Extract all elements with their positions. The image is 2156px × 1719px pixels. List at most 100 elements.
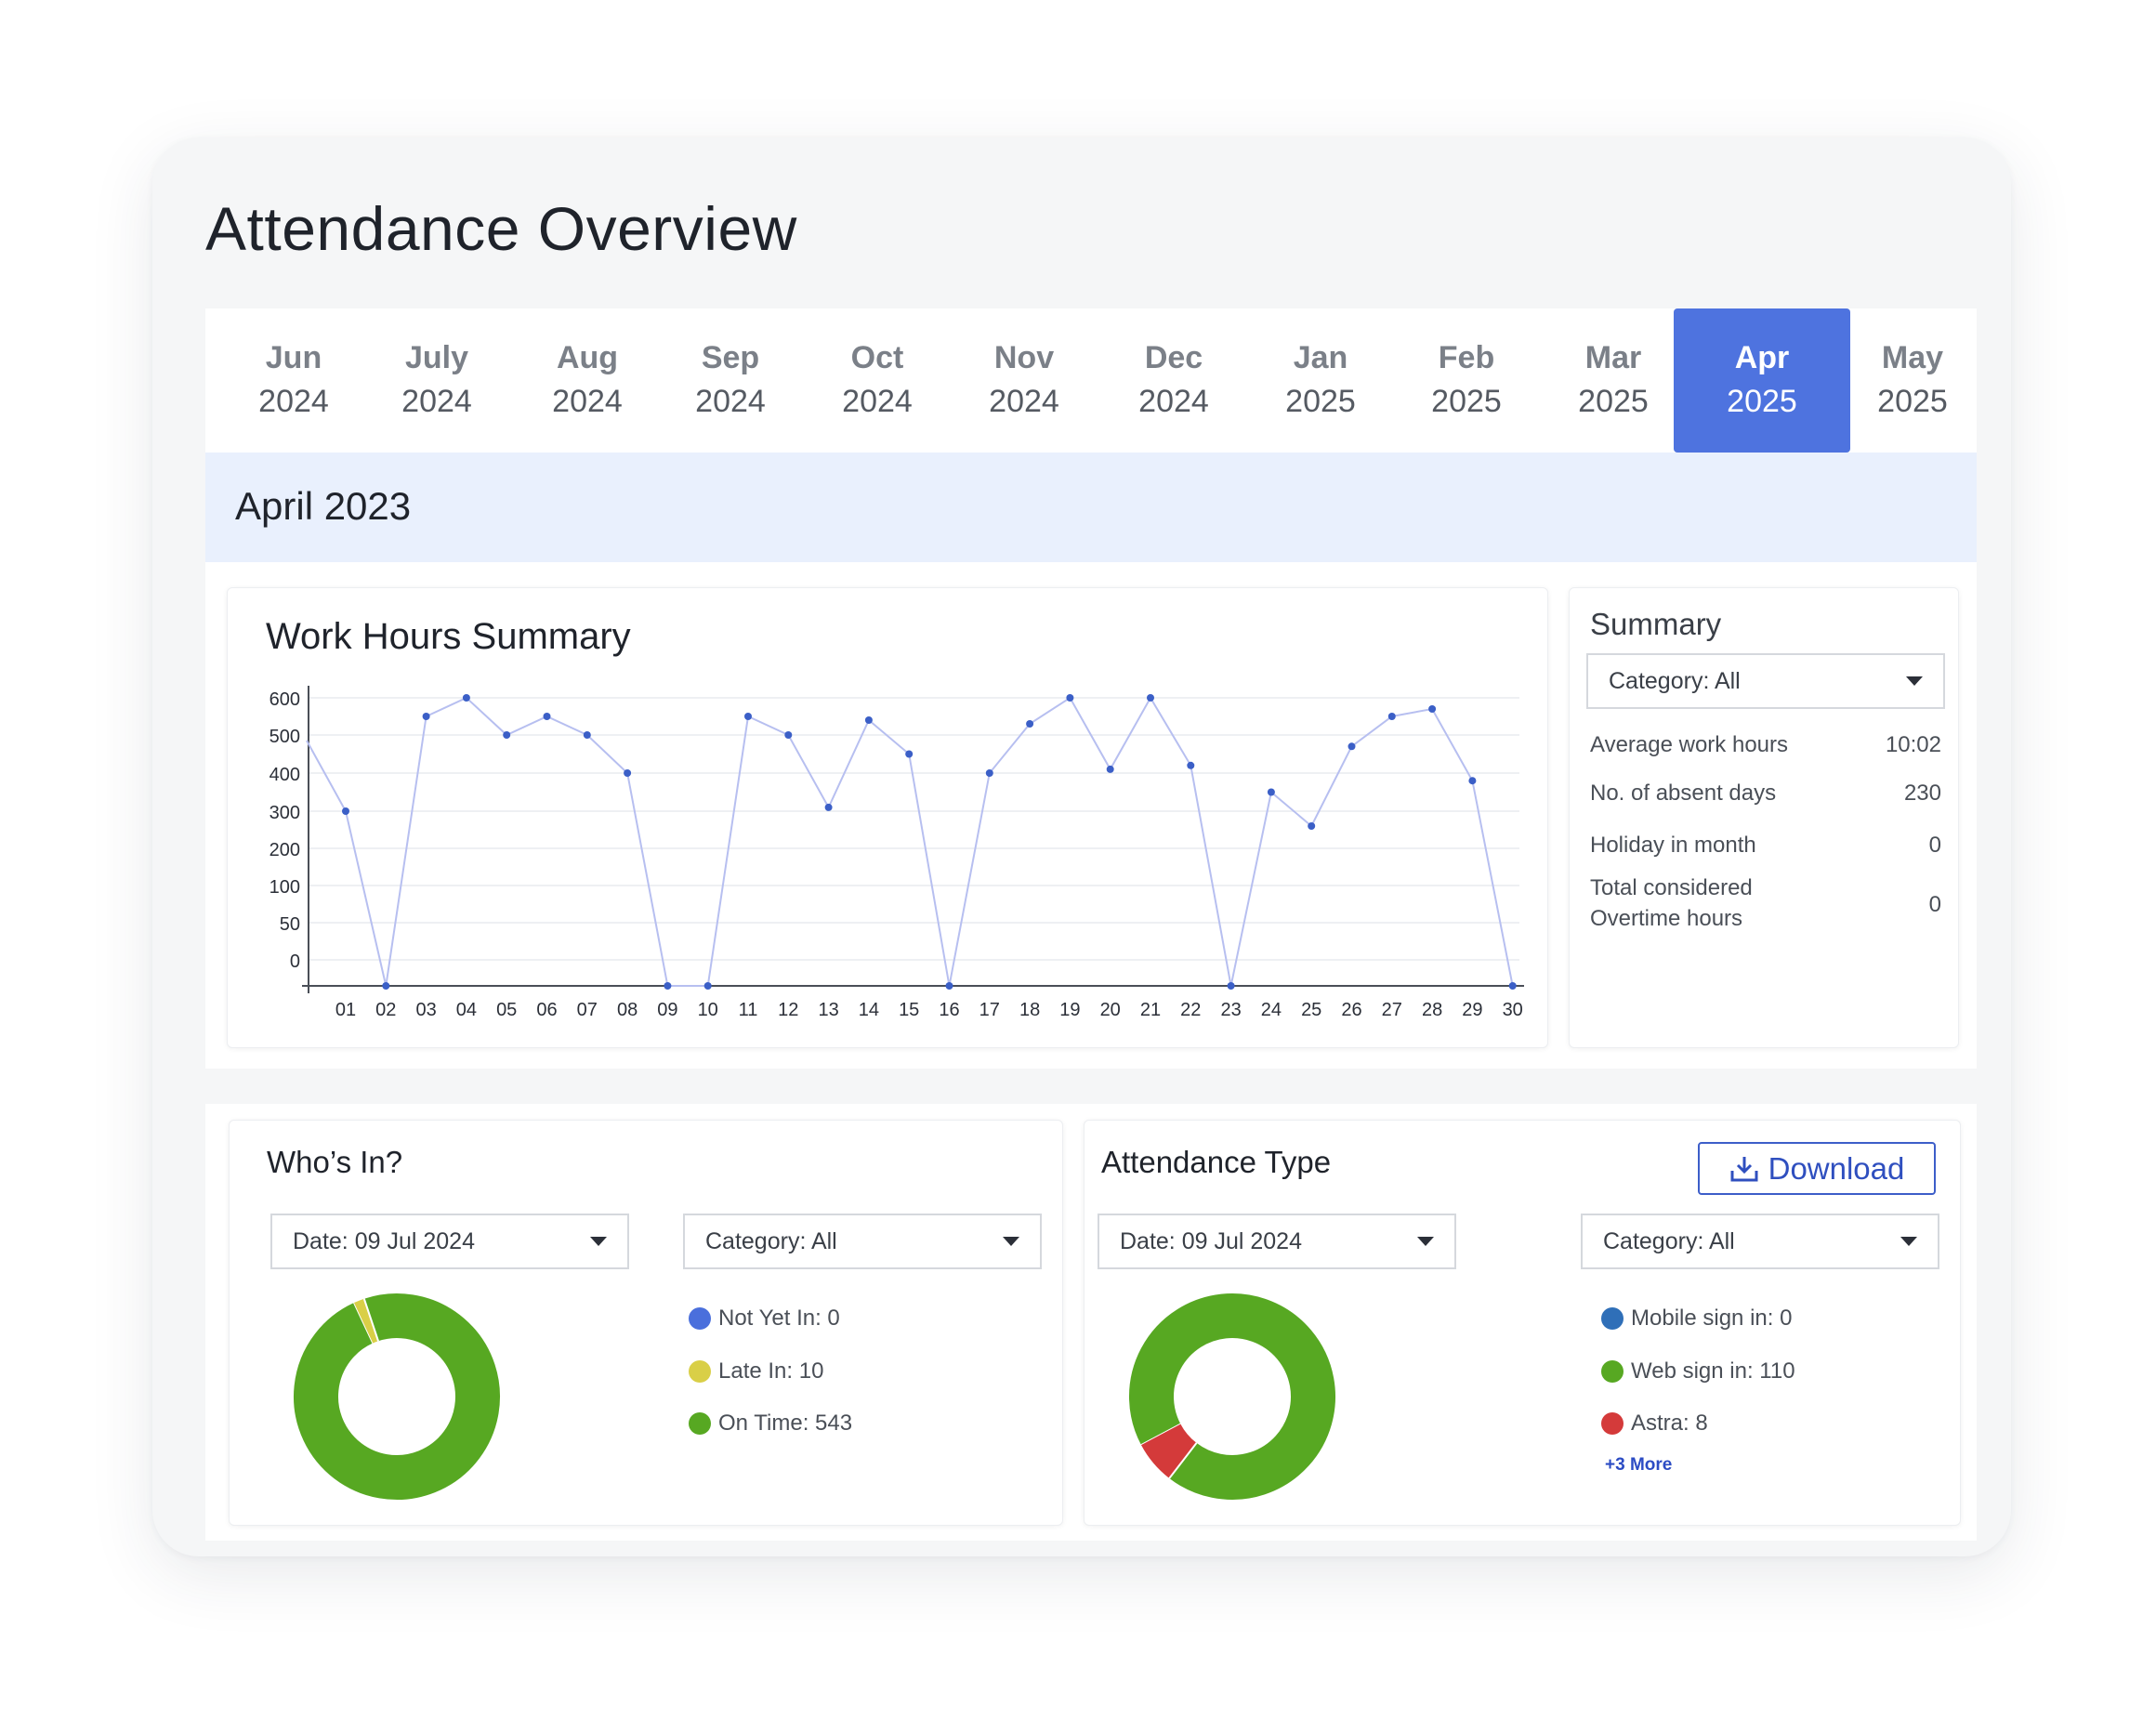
- summary-row-value: 10:02: [1885, 732, 1941, 757]
- attendance-type-category-dropdown[interactable]: Category: All: [1581, 1214, 1939, 1269]
- donut-slice: [1129, 1293, 1335, 1500]
- month-tab-month: Oct: [850, 339, 904, 375]
- month-tab-month: Jan: [1293, 339, 1348, 375]
- attendance-type-donut-chart: [1129, 1293, 1335, 1500]
- whos-in-panel: Who’s In? Date: 09 Jul 2024 Category: Al…: [229, 1120, 1063, 1526]
- month-tab-year: 2024: [989, 383, 1059, 419]
- data-point: [624, 769, 632, 777]
- x-tick-label: 09: [657, 1000, 677, 1020]
- download-label: Download: [1768, 1150, 1905, 1186]
- month-tab-aug-2024[interactable]: Aug 2024: [499, 308, 676, 453]
- attendance-type-date-dropdown[interactable]: Date: 09 Jul 2024: [1098, 1214, 1456, 1269]
- data-point: [1428, 705, 1437, 713]
- data-point: [1267, 788, 1275, 796]
- download-button[interactable]: Download: [1698, 1142, 1936, 1195]
- month-tab-year: 2025: [1285, 383, 1356, 419]
- legend-dot: [689, 1360, 711, 1383]
- y-tick-label: 0: [290, 951, 300, 972]
- month-tab-month: Sep: [701, 339, 760, 375]
- month-tab-nov-2024[interactable]: Nov 2024: [936, 308, 1112, 453]
- x-tick-label: 21: [1140, 1000, 1161, 1020]
- summary-row-label: Average work hours: [1590, 732, 1788, 757]
- data-point: [1348, 742, 1356, 751]
- data-point: [985, 769, 993, 777]
- x-tick-label: 16: [939, 1000, 959, 1020]
- summary-row-label: Holiday in month: [1590, 833, 1756, 858]
- x-tick-label: 28: [1422, 1000, 1442, 1020]
- whos-in-date-dropdown[interactable]: Date: 09 Jul 2024: [270, 1214, 629, 1269]
- month-tab-dec-2024[interactable]: Dec 2024: [1085, 308, 1262, 453]
- month-tab-jun-2024[interactable]: Jun 2024: [205, 308, 382, 453]
- month-tab-jan-2025[interactable]: Jan 2025: [1232, 308, 1409, 453]
- month-tab-may-2025[interactable]: May 2025: [1824, 308, 2001, 453]
- whos-in-title: Who’s In?: [267, 1145, 403, 1179]
- x-tick-label: 10: [698, 1000, 718, 1020]
- whos-in-category-dropdown[interactable]: Category: All: [683, 1214, 1042, 1269]
- legend-label: On Time: 543: [718, 1411, 853, 1436]
- data-point: [342, 807, 349, 815]
- dropdown-value: Category: All: [705, 1227, 837, 1254]
- month-tab-month: May: [1881, 339, 1944, 375]
- data-point: [1066, 694, 1074, 702]
- data-point: [905, 750, 914, 758]
- work-hours-panel: Work Hours Summary 600 500 400 300 200 100 50 0…: [227, 587, 1548, 1048]
- x-tick-label: 02: [375, 1000, 396, 1020]
- month-selector: Jun 2024 July 2024 Aug 2024 Sep 2024 Oct…: [205, 308, 1977, 453]
- month-tab-apr-2025[interactable]: Apr 2025: [1674, 308, 1850, 453]
- chevron-down-icon: [1906, 676, 1923, 686]
- month-tab-month: Jun: [265, 339, 322, 375]
- period-banner: April 2023: [205, 453, 1977, 562]
- legend-item-not-yet-in: Not Yet In: 0: [689, 1305, 840, 1332]
- legend-item-late-in: Late In: 10: [689, 1358, 823, 1385]
- x-tick-label: 07: [577, 1000, 598, 1020]
- data-point: [1026, 720, 1034, 728]
- legend-dot: [689, 1412, 711, 1435]
- x-tick-label: 06: [536, 1000, 557, 1020]
- chevron-down-icon: [1003, 1237, 1019, 1246]
- month-tab-year: 2024: [695, 383, 766, 419]
- month-tab-oct-2024[interactable]: Oct 2024: [789, 308, 966, 453]
- month-tab-month: Mar: [1584, 339, 1642, 375]
- data-point: [462, 694, 470, 702]
- x-tick-label: 26: [1341, 1000, 1361, 1020]
- legend-dot: [1601, 1412, 1624, 1435]
- x-tick-label: 05: [496, 1000, 517, 1020]
- month-tab-month: July: [404, 339, 469, 375]
- legend-label: Not Yet In: 0: [718, 1306, 840, 1331]
- dropdown-value: Category: All: [1609, 667, 1741, 694]
- summary-category-dropdown[interactable]: Category: All: [1586, 653, 1945, 709]
- y-tick-label: 300: [270, 803, 300, 823]
- data-point: [784, 731, 793, 739]
- more-link[interactable]: +3 More: [1605, 1455, 1673, 1475]
- x-tick-label: 29: [1462, 1000, 1482, 1020]
- dropdown-value: Date: 09 Jul 2024: [293, 1227, 475, 1254]
- whos-in-donut-chart: [294, 1293, 500, 1500]
- data-point: [945, 982, 953, 990]
- month-tab-mar-2025[interactable]: Mar 2025: [1525, 308, 1702, 453]
- month-tab-feb-2025[interactable]: Feb 2025: [1378, 308, 1555, 453]
- data-point: [1468, 777, 1477, 785]
- legend-label: Late In: 10: [718, 1358, 824, 1384]
- summary-row-label: Overtime hours: [1590, 906, 1743, 931]
- y-tick-label: 200: [270, 840, 300, 860]
- month-tab-year: 2025: [1727, 383, 1797, 419]
- legend-item-mobile-sign-in: Mobile sign in: 0: [1601, 1305, 1792, 1332]
- y-tick-label: 50: [280, 914, 300, 935]
- month-tab-sep-2024[interactable]: Sep 2024: [642, 308, 819, 453]
- data-point: [1508, 982, 1517, 990]
- summary-row-overtime-hours: Total considered Overtime hours 0: [1590, 873, 1941, 938]
- series-line: [306, 696, 1514, 987]
- work-hours-title: Work Hours Summary: [266, 616, 631, 657]
- data-point: [744, 713, 752, 720]
- data-point: [1308, 822, 1316, 830]
- y-tick-label: 100: [270, 877, 300, 898]
- summary-row-value: 0: [1928, 892, 1941, 917]
- x-tick-label: 15: [899, 1000, 919, 1020]
- x-tick-label: 04: [456, 1000, 477, 1020]
- month-tab-jul-2024[interactable]: July 2024: [348, 308, 525, 453]
- summary-panel: Summary Category: All Average work hours…: [1569, 587, 1959, 1048]
- download-icon: [1730, 1156, 1758, 1181]
- legend-dot: [1601, 1360, 1624, 1383]
- x-tick-label: 14: [859, 1000, 879, 1020]
- attendance-type-title: Attendance Type: [1101, 1145, 1332, 1179]
